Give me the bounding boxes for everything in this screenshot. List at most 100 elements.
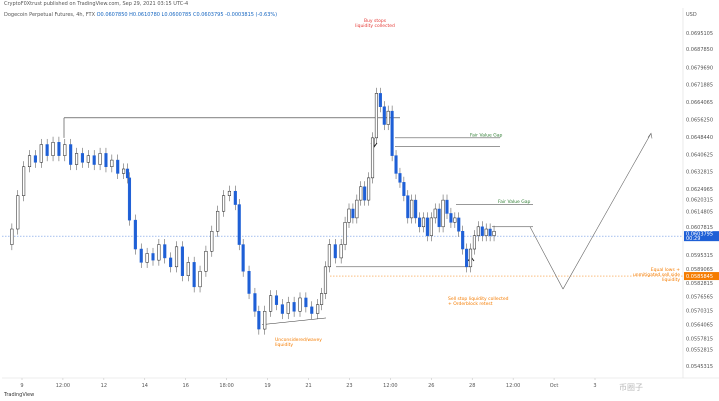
y-tick-label: 0.0648440 [686, 135, 713, 141]
x-tick-label: 16 [183, 383, 189, 389]
y-tick-label: 0.0656250 [686, 118, 713, 124]
annotation-line: Buy stops [364, 18, 387, 24]
candle-up [145, 253, 149, 263]
candle-down [437, 208, 441, 228]
y-tick-label: 0.0614805 [686, 210, 713, 216]
candle-down [402, 182, 406, 196]
candle-up [210, 230, 214, 252]
candle-up [343, 222, 347, 245]
candle-up [374, 93, 378, 139]
candle-up [476, 226, 480, 236]
candle-down [363, 186, 367, 201]
x-tick-label: 26 [428, 383, 434, 389]
candle-down [292, 302, 296, 312]
candle-up [98, 153, 102, 165]
annotation-line: liquidity [662, 277, 680, 283]
y-tick-label: 0.0671885 [686, 83, 713, 89]
y-axis: USD 0.0695105 0.0687850 0.0679690 0.0671885 0… [682, 8, 719, 378]
candle-down [69, 144, 73, 165]
x-tick-label: 28 [469, 383, 475, 389]
candle-down [127, 177, 132, 221]
annotation-text: Buy stops liquidity collected [355, 18, 395, 29]
annotation-line: Sell stop liquidity collected [448, 296, 509, 302]
wavey-line [261, 317, 327, 325]
candle-up [122, 168, 126, 174]
watermark: 币圈子 [619, 383, 643, 392]
candle-down [92, 155, 96, 165]
candle-down [233, 190, 237, 205]
target-price-tag [684, 272, 719, 281]
candle-up [286, 302, 290, 314]
candle-up [157, 244, 161, 261]
annotation-line: Fair Value Gap [498, 199, 530, 205]
annotation-line: Equal lows + [651, 267, 680, 273]
candle-down [133, 219, 137, 250]
candle-up [453, 217, 457, 223]
x-tick-label: 3 [593, 383, 596, 389]
candle-up [468, 248, 473, 268]
candle-up [359, 186, 363, 201]
candle-up [386, 110, 390, 125]
annotations: Buy stops liquidity collected Fair Value G… [275, 18, 680, 348]
candle-up [227, 190, 231, 196]
candle-down [253, 293, 257, 312]
y-tick-label: 0.0557815 [686, 336, 713, 342]
candle-up [327, 244, 331, 268]
projection-arrow-head [647, 132, 653, 139]
candle-up [51, 142, 55, 156]
candle-down [390, 110, 394, 156]
candle-up [355, 199, 359, 219]
candle-up [174, 246, 179, 268]
candle-up [110, 159, 114, 168]
annotation-line: liquidity [275, 342, 293, 348]
candle-down [398, 173, 402, 183]
candle-up [86, 155, 90, 163]
x-tick-label: 12:00 [506, 383, 520, 389]
candle-up [492, 230, 496, 236]
currency-label: USD [686, 12, 697, 18]
y-tick-label: 0.0624965 [686, 187, 713, 193]
candle-down [425, 217, 429, 236]
candle-up [63, 144, 67, 156]
candle-up [316, 304, 320, 314]
candle-up [75, 153, 79, 165]
candle-up [441, 199, 445, 228]
tradingview-logo: TradingView [4, 392, 35, 398]
candle-down [333, 244, 337, 259]
annotation-text: Unconsidered/wavey liquidity [275, 337, 322, 348]
y-tick-label: 0.0582815 [686, 281, 713, 287]
annotation-text: Fair Value Gap [498, 199, 530, 205]
candle-up [347, 208, 351, 223]
candle-down [192, 262, 196, 288]
candle-down [151, 253, 155, 261]
candle-down [104, 153, 108, 168]
candle-up [10, 228, 14, 245]
candle-down [247, 271, 251, 294]
candle-down [449, 213, 453, 223]
annotation-text: Fair Value Gap [470, 132, 502, 138]
x-tick-label: 23 [346, 383, 352, 389]
candle-up [323, 266, 328, 294]
x-axis: 9 12:00 12 14 16 18:00 19 21 23 12:00 26 28 12:00 Oct… [2, 377, 719, 389]
y-tick-label: 0.0545315 [686, 364, 713, 370]
candle-down [465, 248, 469, 268]
x-tick-label: 12:00 [56, 383, 70, 389]
candle-down [45, 144, 49, 156]
candle-down [457, 217, 461, 232]
candle-up [39, 144, 43, 163]
y-tick-label: 0.0640625 [686, 152, 713, 158]
candle-down [274, 295, 279, 305]
current-price-countdown: 00:29 [686, 236, 700, 242]
candle-down [57, 142, 61, 156]
candle-up [186, 262, 190, 276]
y-tick-label: 0.0564065 [686, 322, 713, 328]
candle-up [339, 244, 343, 259]
y-tick-label: 0.0632815 [686, 170, 713, 176]
annotation-line: Fair Value Gap [470, 132, 502, 138]
y-tick-label: 0.0620315 [686, 197, 713, 203]
candle-up [421, 217, 426, 228]
y-tick-label: 0.0695105 [686, 31, 713, 37]
symbol-name: Dogecoin Perpetual Futures, 4h, FTX [4, 12, 96, 18]
candle-up [198, 271, 202, 288]
